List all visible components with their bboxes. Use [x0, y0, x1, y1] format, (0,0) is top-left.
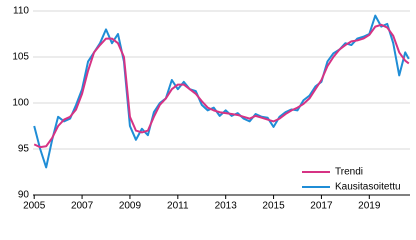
x-tick-label: 2011 — [167, 201, 189, 212]
y-tick-label: 100 — [12, 98, 29, 109]
line-series — [33, 23, 410, 149]
legend-label: Trendi — [335, 167, 363, 178]
x-tick-label: 2007 — [71, 201, 94, 212]
line-series — [33, 14, 410, 169]
y-tick-label: 105 — [12, 52, 29, 63]
y-tick-label: 95 — [18, 144, 30, 155]
x-tick-label: 2017 — [310, 201, 333, 212]
chart: 90 95 100 105 110 2005 2007 2009 2011 2013 2015 201… — [12, 6, 410, 212]
y-tick-label: 90 — [18, 190, 30, 201]
x-tick-label: 2019 — [358, 201, 381, 212]
x-tick-label: 2005 — [23, 201, 46, 212]
y-tick-label: 110 — [13, 6, 29, 17]
x-tick-label: 2013 — [215, 201, 238, 212]
legend-label: Kausitasoitettu — [335, 182, 401, 193]
x-tick-label: 2009 — [119, 201, 142, 212]
x-tick-label: 2015 — [262, 201, 285, 212]
